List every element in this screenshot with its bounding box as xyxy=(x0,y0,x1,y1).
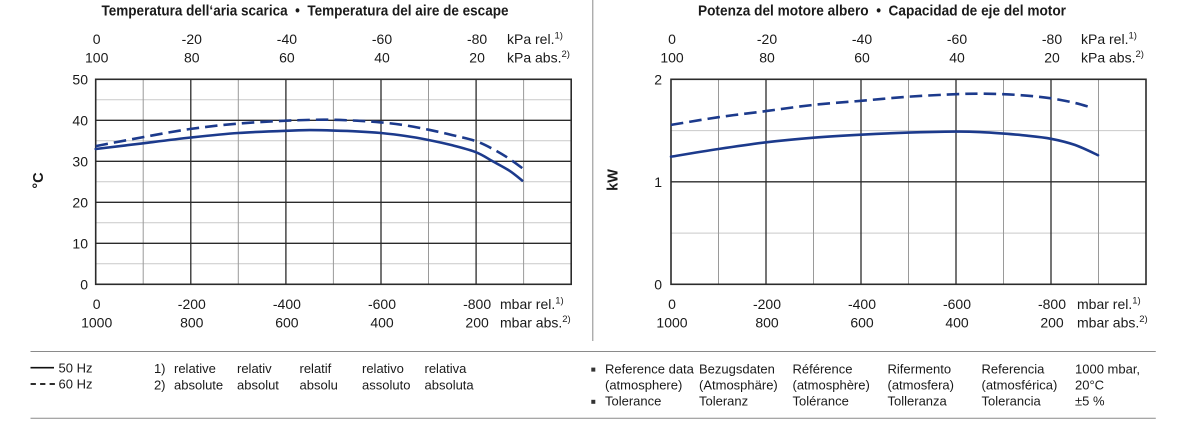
svg-text:0: 0 xyxy=(668,31,676,47)
svg-text:1000: 1000 xyxy=(81,315,112,331)
svg-text:-400: -400 xyxy=(848,296,876,312)
svg-text:0: 0 xyxy=(654,276,662,292)
svg-text:kPa rel.1): kPa rel.1) xyxy=(507,31,563,48)
svg-text:2): 2) xyxy=(154,378,166,393)
svg-text:60: 60 xyxy=(279,50,295,66)
svg-text:Bezugsdaten: Bezugsdaten xyxy=(699,362,775,377)
svg-text:800: 800 xyxy=(180,315,204,331)
svg-text:100: 100 xyxy=(660,50,684,66)
svg-text:(atmosfera): (atmosfera) xyxy=(888,378,954,393)
svg-text:kPa abs.2): kPa abs.2) xyxy=(1081,49,1144,66)
svg-text:Tolerance: Tolerance xyxy=(605,394,661,409)
svg-text:20: 20 xyxy=(72,194,88,210)
svg-text:20: 20 xyxy=(1044,50,1060,66)
svg-text:(atmosphere): (atmosphere) xyxy=(605,378,682,393)
svg-text:800: 800 xyxy=(755,315,779,331)
svg-text:-40: -40 xyxy=(852,31,872,47)
svg-text:0: 0 xyxy=(93,31,101,47)
svg-text:-800: -800 xyxy=(463,296,491,312)
svg-text:10: 10 xyxy=(72,235,88,251)
svg-text:200: 200 xyxy=(1040,315,1064,331)
svg-text:Rifermento: Rifermento xyxy=(888,362,952,377)
svg-text:0: 0 xyxy=(668,296,676,312)
svg-text:-80: -80 xyxy=(467,31,487,47)
svg-text:0: 0 xyxy=(80,276,88,292)
svg-text:-20: -20 xyxy=(757,31,777,47)
svg-text:200: 200 xyxy=(465,315,489,331)
svg-text:-400: -400 xyxy=(273,296,301,312)
svg-text:1000 mbar,: 1000 mbar, xyxy=(1075,362,1140,377)
svg-text:400: 400 xyxy=(370,315,394,331)
svg-text:°C: °C xyxy=(31,172,47,189)
svg-text:-20: -20 xyxy=(182,31,202,47)
svg-text:Referencia: Referencia xyxy=(982,362,1046,377)
svg-text:-60: -60 xyxy=(947,31,967,47)
svg-text:assoluto: assoluto xyxy=(362,378,410,393)
svg-text:600: 600 xyxy=(850,315,874,331)
svg-text:relative: relative xyxy=(174,361,216,376)
svg-text:Tolleranza: Tolleranza xyxy=(888,394,948,409)
svg-text:mbar rel.1): mbar rel.1) xyxy=(1077,296,1141,313)
svg-text:(atmosphère): (atmosphère) xyxy=(793,378,870,393)
svg-text:60 Hz: 60 Hz xyxy=(59,377,93,392)
svg-text:1): 1) xyxy=(154,361,166,376)
svg-text:(atmosférica): (atmosférica) xyxy=(982,378,1058,393)
svg-text:-200: -200 xyxy=(753,296,781,312)
svg-text:-600: -600 xyxy=(943,296,971,312)
svg-text:50 Hz: 50 Hz xyxy=(59,361,93,376)
svg-text:absolu: absolu xyxy=(300,378,338,393)
svg-text:-800: -800 xyxy=(1038,296,1066,312)
svg-text:(Atmosphäre): (Atmosphäre) xyxy=(699,378,778,393)
svg-text:Temperatura dell‘aria scarica: Temperatura dell‘aria scarica • Temperat… xyxy=(102,3,509,20)
svg-text:20°C: 20°C xyxy=(1075,378,1104,393)
svg-text:50: 50 xyxy=(72,71,88,87)
svg-text:80: 80 xyxy=(184,50,200,66)
svg-text:kW: kW xyxy=(606,169,622,191)
svg-text:-200: -200 xyxy=(178,296,206,312)
svg-text:40: 40 xyxy=(72,112,88,128)
svg-text:Tolerancia: Tolerancia xyxy=(982,394,1042,409)
svg-text:20: 20 xyxy=(469,50,485,66)
svg-text:2: 2 xyxy=(654,71,662,87)
svg-text:1: 1 xyxy=(654,174,662,190)
svg-text:Tolérance: Tolérance xyxy=(793,394,849,409)
svg-text:-80: -80 xyxy=(1042,31,1062,47)
svg-text:-40: -40 xyxy=(277,31,297,47)
svg-text:100: 100 xyxy=(85,50,109,66)
svg-text:relativa: relativa xyxy=(425,361,468,376)
svg-text:40: 40 xyxy=(374,50,390,66)
svg-text:kPa rel.1): kPa rel.1) xyxy=(1081,31,1137,48)
svg-text:Référence: Référence xyxy=(793,362,853,377)
svg-text:1000: 1000 xyxy=(656,315,687,331)
svg-text:30: 30 xyxy=(72,153,88,169)
svg-text:relatif: relatif xyxy=(300,361,332,376)
svg-text:0: 0 xyxy=(93,296,101,312)
svg-text:Potenza del motore albero •: Potenza del motore albero • Capacidad de… xyxy=(698,3,1066,20)
svg-text:±5 %: ±5 % xyxy=(1075,394,1105,409)
svg-text:80: 80 xyxy=(759,50,775,66)
svg-text:mbar rel.1): mbar rel.1) xyxy=(500,296,564,313)
svg-text:absolute: absolute xyxy=(174,378,223,393)
svg-text:-600: -600 xyxy=(368,296,396,312)
svg-text:Toleranz: Toleranz xyxy=(699,394,748,409)
svg-text:-60: -60 xyxy=(372,31,392,47)
svg-text:600: 600 xyxy=(275,315,299,331)
svg-text:400: 400 xyxy=(945,315,969,331)
svg-text:absoluta: absoluta xyxy=(425,378,475,393)
svg-text:kPa abs.2): kPa abs.2) xyxy=(507,49,570,66)
svg-text:40: 40 xyxy=(949,50,965,66)
svg-text:absolut: absolut xyxy=(237,378,279,393)
svg-text:60: 60 xyxy=(854,50,870,66)
svg-text:mbar abs.2): mbar abs.2) xyxy=(500,314,571,331)
svg-text:Reference data: Reference data xyxy=(605,362,695,377)
svg-text:relativ: relativ xyxy=(237,361,272,376)
svg-text:mbar abs.2): mbar abs.2) xyxy=(1077,314,1148,331)
svg-text:relativo: relativo xyxy=(362,361,404,376)
